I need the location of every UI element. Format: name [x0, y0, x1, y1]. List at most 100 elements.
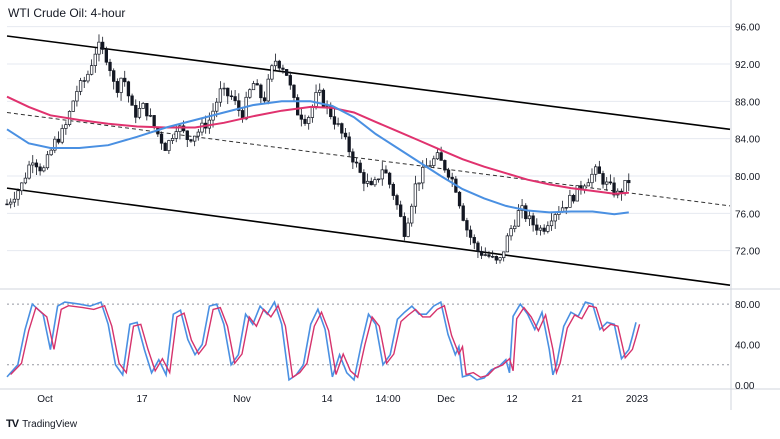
brand-footer[interactable]: TV TradingView [6, 418, 77, 430]
candle-body [601, 173, 605, 185]
candle-body [273, 60, 278, 67]
candle-body [101, 41, 105, 50]
candle-body [115, 81, 120, 93]
candle-body [167, 140, 171, 151]
slow-moving-average-line [6, 95, 629, 195]
lower-channel-line [6, 187, 731, 286]
candle-body [130, 95, 134, 106]
channel-midline [6, 112, 731, 207]
candle-body [332, 116, 337, 125]
candle-body [358, 162, 362, 173]
candle-body [549, 220, 554, 227]
candle-body [336, 123, 340, 125]
candle-body [159, 133, 164, 144]
stochastic-k-line [6, 300, 637, 382]
candle-body [314, 92, 318, 107]
candle-body [369, 180, 373, 186]
candle-body [38, 166, 42, 172]
candle-body [64, 124, 68, 129]
candle-body [553, 214, 557, 222]
candle-body [479, 251, 484, 256]
candle-body [296, 97, 300, 116]
candle-body [457, 191, 462, 207]
candle-body [351, 151, 355, 163]
candle-body [450, 176, 454, 180]
candle-body [468, 229, 473, 238]
time-tick-label: 12 [506, 394, 518, 405]
price-tick-label: 72.00 [735, 247, 760, 258]
candle-body [53, 138, 57, 151]
candle-body [509, 228, 513, 237]
candle-body [491, 256, 495, 258]
candle-body [237, 100, 241, 111]
candle-body [343, 132, 348, 138]
candle-body [446, 169, 451, 178]
candle-body [494, 256, 498, 261]
candle-body [594, 166, 598, 175]
time-tick-label: Oct [37, 394, 53, 405]
candle-body [284, 69, 289, 76]
candle-body [410, 205, 414, 224]
candle-body [277, 60, 281, 69]
candle-body [189, 139, 193, 142]
candle-body [248, 89, 252, 98]
candle-body [170, 138, 175, 141]
candle-body [498, 257, 502, 261]
channel-lines [6, 35, 731, 286]
candle-body [586, 182, 590, 187]
candle-body [288, 75, 292, 86]
candle-body [524, 205, 528, 220]
candle-body [262, 97, 267, 102]
candle-body [89, 65, 94, 75]
price-tick-label: 84.00 [735, 135, 760, 146]
oscillator-tick-label: 80.00 [735, 300, 760, 311]
oscillator-tick-label: 40.00 [735, 341, 760, 352]
candle-body [78, 80, 83, 92]
candle-body [575, 185, 579, 202]
candle-body [608, 181, 613, 184]
candle-body [148, 115, 153, 117]
candle-body [538, 227, 543, 231]
candle-body [163, 142, 167, 151]
candle-body [612, 182, 616, 196]
candle-body [502, 251, 506, 259]
candle-body [292, 84, 296, 98]
candle-body [417, 182, 421, 185]
chart-title: WTI Crude Oil: 4-hour [8, 6, 126, 20]
candle-body [137, 108, 142, 118]
candle-body [244, 96, 248, 120]
candle-body [318, 89, 322, 93]
stochastic-oscillator [6, 300, 641, 382]
price-tick-label: 76.00 [735, 209, 760, 220]
candle-body [75, 91, 79, 102]
time-tick-label: 2023 [626, 394, 649, 405]
candle-body [229, 95, 234, 98]
candle-body [45, 154, 50, 169]
upper-channel-line [6, 35, 731, 131]
time-tick-label: 14:00 [375, 394, 400, 405]
candle-body [226, 87, 230, 97]
candle-body [527, 215, 532, 220]
candle-body [266, 78, 270, 102]
candle-body [421, 166, 425, 184]
candle-body [31, 162, 35, 166]
candle-body [49, 149, 53, 156]
candle-body [200, 122, 204, 133]
candle-body [546, 225, 550, 232]
candle-body [391, 183, 395, 196]
candle-body [196, 131, 200, 137]
candle-body [347, 136, 351, 153]
candle-body [9, 201, 13, 205]
candle-body [564, 207, 568, 209]
candle-body [152, 115, 156, 128]
candle-body [487, 254, 491, 257]
candle-body [476, 242, 480, 252]
candle-body [380, 169, 384, 180]
candle-body [233, 96, 237, 102]
oscillator-tick-label: 0.00 [735, 381, 755, 392]
candle-body [597, 166, 601, 174]
candle-body [435, 152, 440, 160]
candle-body [340, 123, 344, 134]
candle-body [97, 41, 101, 55]
